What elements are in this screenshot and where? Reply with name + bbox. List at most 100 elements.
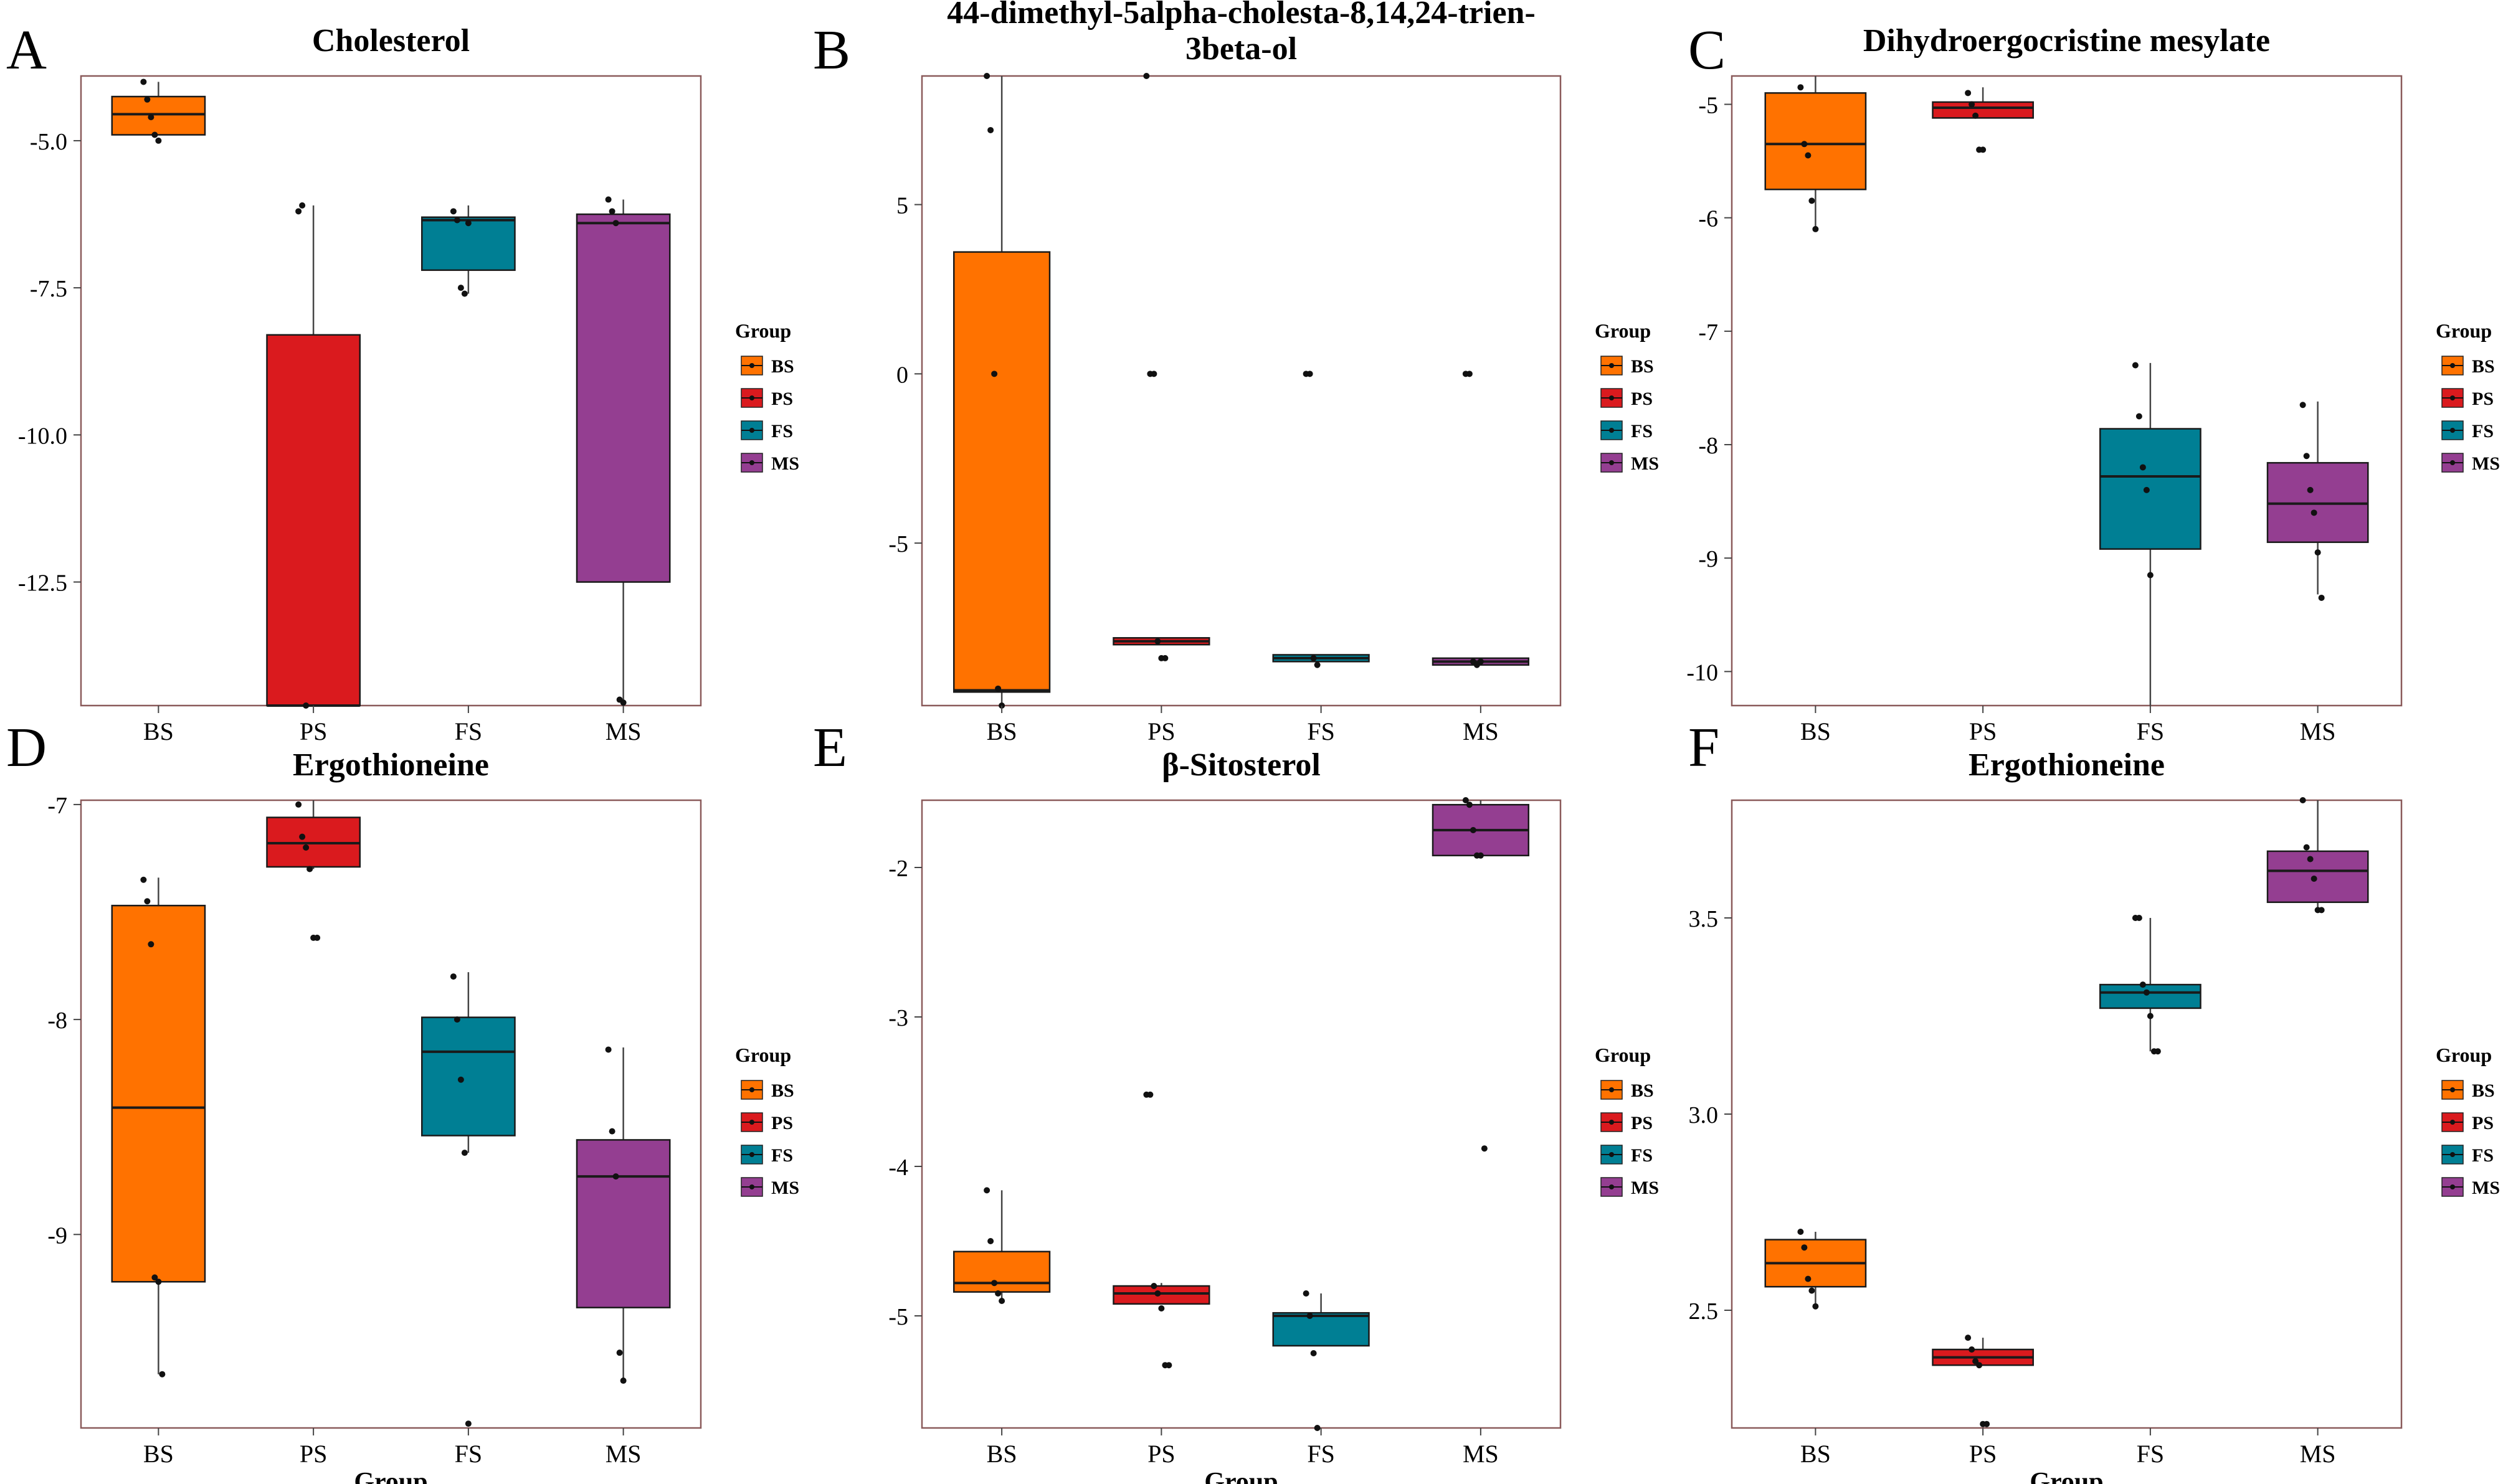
data-point [1801, 1244, 1808, 1251]
data-point [1154, 638, 1161, 645]
data-point [616, 1349, 623, 1356]
box-ps [1113, 1283, 1210, 1305]
data-point [461, 290, 468, 297]
data-point [1151, 1283, 1157, 1289]
data-point [1969, 1346, 1975, 1353]
y-tick-label: -9 [47, 1222, 67, 1249]
y-tick-label: -7 [47, 793, 67, 819]
x-tick-label: PS [1969, 1440, 1997, 1468]
data-point [1808, 197, 1815, 204]
box-ps [1932, 1338, 2034, 1366]
title-background [1818, 23, 2315, 62]
y-tick-label: -7.5 [30, 276, 67, 302]
data-point [995, 1290, 1002, 1297]
data-point [1166, 1362, 1172, 1369]
panel-a: A Cholesterol-5.0-7.5-10.0-12.5BS PS FS MSGr… [6, 19, 799, 745]
legend-swatch-point [749, 460, 754, 465]
y-tick-label: -12.5 [18, 570, 67, 597]
legend: Group BS PS FS MS [2436, 1044, 2500, 1198]
data-point [1314, 661, 1321, 668]
data-point [2299, 797, 2306, 803]
data-point [303, 844, 310, 851]
data-point [2135, 915, 2142, 921]
legend-label: FS [1631, 1145, 1653, 1166]
plot-frame [80, 75, 702, 707]
y-tick-label: -4 [888, 1155, 908, 1181]
x-tick-label: FS [2137, 1440, 2165, 1468]
legend-label: PS [1631, 389, 1653, 409]
data-point [1151, 371, 1157, 377]
box-body [2099, 983, 2201, 1009]
data-point [2143, 486, 2150, 493]
data-point [1976, 1362, 1983, 1369]
data-point [620, 699, 627, 706]
x-tick-label: MS [606, 1440, 642, 1468]
y-tick-label: -9 [1698, 546, 1718, 572]
box-fs [2099, 918, 2201, 1052]
data-point [612, 1173, 619, 1180]
data-point [1466, 801, 1473, 808]
box-fs [421, 205, 516, 294]
legend-label: FS [2472, 1145, 2494, 1166]
data-point [2139, 464, 2146, 471]
box-body [111, 95, 206, 136]
data-point [140, 78, 147, 85]
legend-swatch-point [2450, 1120, 2455, 1125]
data-point [465, 1420, 472, 1427]
y-tick-label: -10.0 [18, 423, 67, 449]
data-point [450, 208, 457, 215]
data-point [1972, 112, 1979, 119]
x-tick-label: BS [143, 717, 174, 745]
data-point [148, 941, 154, 948]
data-point [1477, 658, 1484, 665]
box-bs [1764, 76, 1867, 229]
data-point [984, 73, 990, 79]
data-point [1481, 1145, 1488, 1152]
data-point [151, 131, 158, 138]
data-point [1808, 1287, 1815, 1294]
chart-title: 44-dimethyl-5alpha-cholesta-8,14,24-trie… [947, 0, 1536, 31]
legend: Group BS PS FS MS [735, 319, 799, 474]
data-point [1980, 146, 1987, 153]
y-tick-label: -5 [1698, 93, 1718, 119]
data-point [1314, 1425, 1321, 1431]
x-tick-label: FS [455, 717, 483, 745]
panel-letter: D [6, 717, 47, 778]
data-point [151, 1274, 158, 1281]
legend-swatch-point [2450, 363, 2455, 368]
box-body [1932, 101, 2034, 119]
data-point [2299, 402, 2306, 409]
box-body [1113, 1285, 1210, 1305]
y-tick-label: -3 [888, 1005, 908, 1031]
box-ps [266, 205, 361, 707]
data-point [605, 1046, 612, 1053]
legend-label: FS [771, 1145, 793, 1166]
data-point [314, 934, 321, 941]
box-ms [1432, 800, 1529, 857]
data-point [987, 126, 994, 133]
data-point [1303, 1290, 1309, 1297]
data-point [461, 1150, 468, 1156]
data-point [454, 217, 460, 224]
y-tick-label: -5 [888, 531, 908, 557]
data-point [991, 1280, 998, 1287]
x-tick-label: BS [1800, 717, 1831, 745]
legend-swatch-point [749, 1152, 754, 1157]
legend-swatch-point [749, 1184, 754, 1189]
chart-title: 3beta-ol [1185, 31, 1297, 67]
y-tick-label: -8 [1698, 433, 1718, 459]
legend-label: MS [1631, 1178, 1659, 1198]
x-tick-label: MS [1463, 1440, 1499, 1468]
data-point [1462, 797, 1469, 803]
x-tick-label: MS [2300, 717, 2336, 745]
data-point [457, 285, 464, 291]
box-fs [1272, 1293, 1370, 1347]
y-tick-label: -10 [1686, 659, 1718, 686]
data-point [1969, 101, 1975, 108]
legend-title: Group [1595, 319, 1651, 342]
legend-label: BS [1631, 1080, 1654, 1101]
box-body [266, 334, 361, 707]
data-point [1147, 1091, 1154, 1098]
legend-label: FS [2472, 421, 2494, 442]
